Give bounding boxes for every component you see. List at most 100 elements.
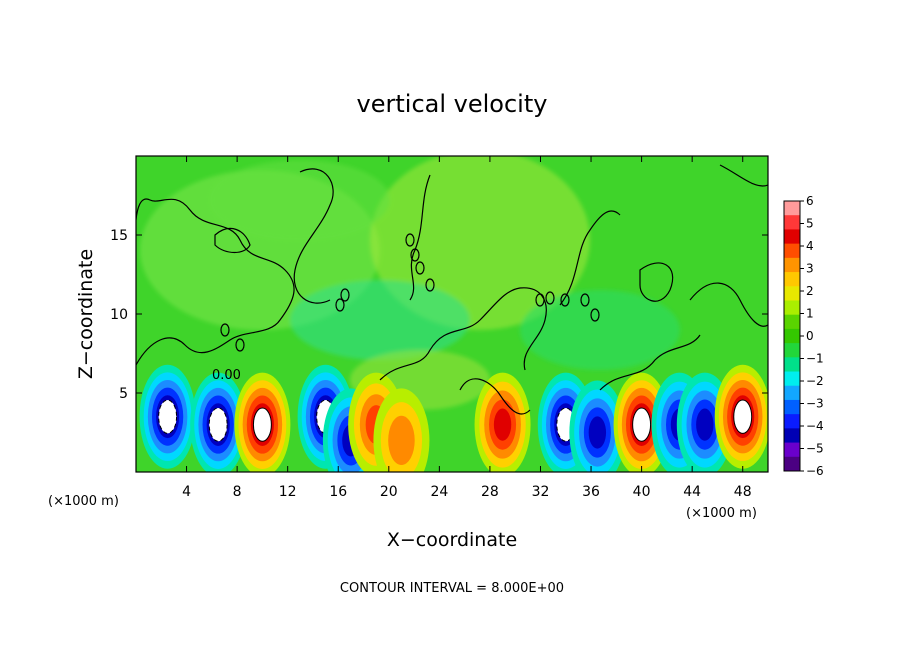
y-axis-label: Z−coordinate [75,249,97,379]
cell-band [493,408,512,441]
x-tick-label: 44 [683,484,701,500]
x-tick-label: 8 [233,484,242,500]
y-axis-ticks: 5 10 15 [110,228,768,402]
colorbar-tick-label: 6 [806,194,814,208]
zero-contour [409,174,431,301]
zero-contour [559,210,621,306]
cell-band [696,408,714,441]
zero-contour [293,168,334,304]
colorbar: 6 5 4 3 2 1 0 −1 −2 −3 −4 −5 −6 [783,194,824,478]
cell-7 [373,388,430,472]
x-tick-label: 24 [430,484,448,500]
x-tick-label: 16 [329,484,347,500]
colorbar-segment [784,257,800,273]
cell-1 [139,364,196,469]
colorbar-tick-label: −1 [806,352,824,366]
zero-contour [689,282,768,327]
contour-loop [535,293,545,307]
colorbar-segment [784,371,800,387]
colorbar-segment [784,442,800,458]
colorbar-segment [784,286,800,301]
colorbar-segment [784,328,800,344]
field-tint [520,290,680,370]
colorbar-segment [784,300,800,316]
x-tick-label: 36 [582,484,600,500]
colorbar-segment [784,229,800,245]
velocity-cells [139,364,768,472]
contour-loop [410,248,420,262]
x-unit-label-right: (×1000 m) [686,506,757,521]
field-tint [210,160,390,240]
colorbar-tick-label: 1 [806,307,814,321]
contour-loop [580,293,590,307]
cell-core [158,399,178,434]
y-tick-label: 15 [110,228,128,244]
cell-band [588,416,607,449]
cell-core [632,407,652,442]
colorbar-segment [784,428,800,444]
colorbar-tick-label: −5 [806,442,824,456]
cell-core [208,407,228,442]
colorbar-tick-label: 5 [806,217,814,231]
y-tick-label: 10 [110,307,128,323]
colorbar-tick-label: −2 [806,374,824,388]
y-tick-label: 5 [119,386,128,402]
field-tint [290,280,470,360]
contour-loop [545,291,555,305]
colorbar-tick-label: −4 [806,419,824,433]
cell-10 [569,380,626,472]
colorbar-segment [784,385,800,401]
contour-loop [335,298,345,312]
colorbar-tick-label: 2 [806,284,814,298]
colorbar-segment [784,456,800,472]
colorbar-tick-label: 3 [806,262,814,276]
contour-interval-text: CONTOUR INTERVAL = 8.000E+00 [340,581,564,596]
cell-3 [234,372,291,472]
cell-core [733,399,753,434]
x-axis-ticks: 4 8 12 16 20 24 28 32 36 40 44 48 [182,156,752,500]
zero-contour [379,287,547,381]
x-tick-label: 12 [279,484,297,500]
x-tick-label: 28 [481,484,499,500]
x-tick-label: 40 [633,484,651,500]
zero-contour [459,378,531,415]
colorbar-segment [784,357,800,373]
cell-core [252,407,272,442]
x-tick-label: 20 [380,484,398,500]
colorbar-segment [784,399,800,415]
cell-band [388,415,415,466]
cell-2 [190,372,247,472]
plot-area [136,156,768,472]
x-unit-label-left: (×1000 m) [48,494,119,509]
colorbar-tick-label: −6 [806,464,824,478]
contour-loop [220,323,230,337]
x-tick-label: 32 [532,484,550,500]
colorbar-segment [784,343,800,358]
zero-contour [136,198,295,366]
colorbar-segment [784,243,800,259]
cell-4 [297,364,354,469]
colorbar-tick-label: −3 [806,397,824,411]
colorbar-segment [784,201,800,216]
cell-8 [474,372,531,472]
colorbar-segment [784,272,800,287]
x-tick-label: 4 [182,484,191,500]
contour-loop [560,293,570,307]
contour-loop [235,338,245,352]
colorbar-tick-label: 0 [806,329,814,343]
zero-contour [639,262,674,302]
contour-label: 0.00 [212,368,241,383]
contour-loop [415,261,425,275]
zero-contour [599,334,701,391]
contour-loop [405,233,415,247]
colorbar-segment [784,215,800,230]
zero-contour [214,227,251,254]
contour-loop [425,278,435,292]
zero-contour [719,164,768,187]
colorbar-segment [784,414,800,429]
contour-loop [590,308,600,322]
x-axis-label: X−coordinate [387,529,517,551]
colorbar-segment [784,314,800,330]
x-tick-label: 48 [734,484,752,500]
